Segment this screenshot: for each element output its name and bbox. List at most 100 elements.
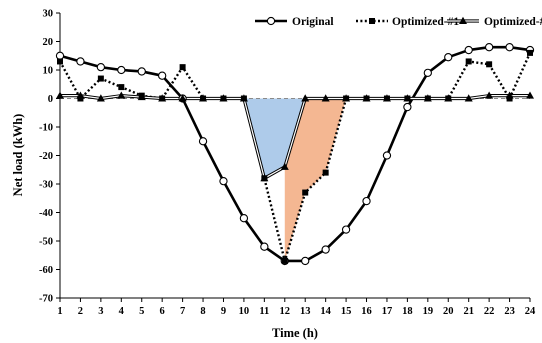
x-tick-label: 19: [423, 306, 434, 317]
legend-marker-3: [459, 16, 467, 24]
x-tick-label: 3: [98, 306, 103, 317]
x-tick-label: 14: [320, 306, 331, 317]
data-point-s3-x5: [137, 92, 146, 101]
data-point-s1-x17: [382, 151, 392, 160]
x-tick-label: 20: [443, 306, 454, 317]
data-point-s3-x6: [158, 94, 167, 102]
data-point-s3-x18: [403, 94, 412, 102]
y-tick-label: 10: [43, 66, 54, 77]
legend: Original Optimized-#1 Optimized-#2: [255, 16, 542, 28]
y-tick-label: -30: [39, 180, 53, 191]
x-tick-label: 13: [300, 306, 311, 317]
series-line-2: [58, 52, 532, 266]
data-point-s2-x14: [322, 169, 329, 176]
legend-item-3: Optimized-#2: [447, 16, 542, 28]
data-point-s3-x3: [96, 94, 105, 102]
y-tick-label: 0: [48, 94, 53, 105]
series-markers: [55, 43, 535, 266]
data-point-s1-x3: [96, 63, 106, 72]
legend-marker-2: [369, 18, 375, 24]
data-point-s1-x16: [362, 196, 371, 206]
x-tick-label: 6: [160, 306, 165, 317]
x-tick-label: 15: [341, 306, 352, 317]
data-point-s1-x8: [198, 137, 208, 146]
x-tick-label: 1: [57, 306, 62, 317]
x-tick-label: 21: [463, 306, 474, 317]
data-point-s1-x23: [505, 43, 514, 52]
data-point-s2-x7: [179, 64, 186, 71]
data-point-s3-x19: [423, 94, 432, 102]
x-tick-label: 8: [200, 306, 205, 317]
data-point-s3-x20: [444, 94, 453, 102]
x-tick-label: 17: [382, 306, 393, 317]
series-line-3-inner: [60, 95, 530, 179]
y-axis-label: Net load (kWh): [11, 114, 25, 197]
data-point-s2-x24: [527, 49, 533, 56]
data-point-s3-x2: [76, 91, 85, 99]
y-tick-label: 30: [43, 9, 54, 20]
shaded-region-1: [243, 98, 306, 179]
x-tick-label: 23: [504, 306, 515, 317]
x-tick-label: 9: [221, 306, 226, 317]
y-tick-label: -70: [39, 294, 53, 305]
data-point-s3-x12: [280, 162, 289, 170]
data-point-s3-x14: [321, 94, 330, 102]
data-point-s3-x23: [505, 91, 514, 99]
data-point-s1-x11: [260, 242, 269, 251]
data-point-s1-x1: [55, 51, 65, 60]
data-point-s3-x11: [260, 174, 269, 182]
data-point-s1-x18: [403, 102, 412, 112]
x-tick-label: 2: [78, 306, 83, 317]
y-tick-label: -20: [39, 151, 53, 162]
y-tick-label: -40: [39, 208, 53, 219]
data-point-s1-x9: [219, 176, 228, 186]
data-point-s2-x22: [486, 61, 493, 68]
x-tick-label: 22: [484, 306, 495, 317]
x-tick-label: 5: [139, 306, 144, 317]
x-tick-label: 16: [361, 306, 372, 317]
data-point-s1-x22: [484, 43, 494, 52]
legend-item-1: Original: [255, 16, 334, 28]
data-point-s3-x4: [117, 91, 126, 99]
legend-label-2: Optimized-#1: [392, 16, 459, 28]
data-point-s1-x4: [117, 65, 126, 75]
data-point-s2-x4: [118, 84, 125, 91]
data-point-s2-x1: [57, 58, 63, 65]
data-point-s3-x15: [342, 94, 351, 102]
data-point-s3-x21: [464, 94, 473, 102]
x-tick-label: 11: [259, 306, 269, 317]
data-point-s1-x6: [158, 71, 167, 80]
y-tick-label: -10: [39, 123, 53, 134]
y-axis-ticks: -70 -60 -50 -40 -30 -20 -10 0 10 20 30: [39, 9, 60, 305]
data-point-s3-x24: [526, 91, 534, 99]
data-point-s3-x10: [239, 94, 248, 102]
legend-item-2: Optimized-#1: [356, 16, 459, 28]
data-point-s2-x3: [97, 75, 104, 82]
x-tick-label: 12: [280, 306, 291, 317]
data-point-s2-x13: [302, 189, 309, 196]
data-point-s1-x20: [444, 53, 453, 62]
data-point-s2-x12: [281, 257, 288, 264]
x-tick-label: 10: [239, 306, 250, 317]
data-point-s1-x5: [137, 67, 146, 76]
legend-label-1: Original: [292, 16, 334, 28]
data-point-s1-x15: [341, 225, 351, 234]
data-point-s3-x16: [362, 94, 371, 102]
data-point-s1-x21: [464, 45, 473, 55]
data-point-s1-x2: [76, 57, 85, 66]
data-point-s2-x21: [465, 58, 472, 65]
y-tick-label: -50: [39, 237, 53, 248]
data-point-s1-x10: [239, 214, 249, 223]
shaded-regions: [243, 98, 347, 261]
shaded-region-2: [284, 98, 347, 261]
x-tick-label: 18: [402, 306, 413, 317]
data-point-s1-x19: [423, 68, 432, 77]
legend-marker-1: [266, 16, 276, 26]
x-axis-label: Time (h): [272, 326, 318, 340]
legend-label-3: Optimized-#2: [484, 16, 542, 28]
data-point-s3-x13: [301, 94, 310, 102]
data-point-s3-x22: [485, 91, 494, 99]
data-point-s3-x8: [199, 94, 208, 102]
x-tick-label: 24: [525, 306, 536, 317]
